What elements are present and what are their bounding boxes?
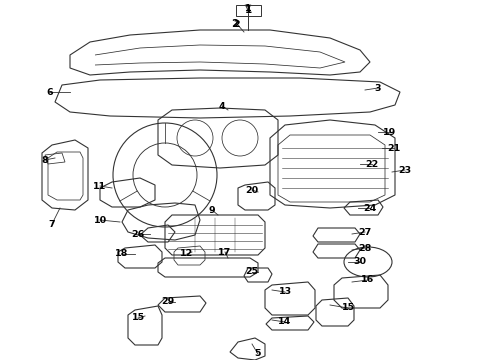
FancyBboxPatch shape [236, 5, 261, 15]
Text: 17: 17 [219, 248, 232, 257]
Text: 10: 10 [94, 216, 106, 225]
Text: 1: 1 [245, 4, 251, 13]
Text: 9: 9 [209, 206, 215, 215]
Text: 13: 13 [278, 288, 292, 297]
Text: 21: 21 [388, 144, 401, 153]
Text: 5: 5 [255, 350, 261, 359]
Text: 12: 12 [180, 249, 194, 258]
Text: 7: 7 [49, 220, 55, 229]
Text: 14: 14 [278, 318, 292, 327]
Text: 15: 15 [342, 303, 355, 312]
Text: 20: 20 [245, 185, 259, 194]
Text: 18: 18 [115, 249, 129, 258]
Text: 26: 26 [131, 230, 145, 239]
Text: 4: 4 [219, 102, 225, 111]
Text: 25: 25 [245, 267, 259, 276]
Text: 1: 1 [245, 5, 252, 15]
Text: 30: 30 [353, 257, 367, 266]
Text: 2: 2 [231, 19, 239, 29]
Text: 24: 24 [364, 203, 377, 212]
Text: 15: 15 [131, 314, 145, 323]
Text: 22: 22 [366, 159, 379, 168]
Text: 27: 27 [358, 228, 371, 237]
Text: 28: 28 [358, 243, 372, 252]
Text: 11: 11 [94, 181, 107, 190]
Text: 16: 16 [361, 275, 375, 284]
Text: 3: 3 [375, 84, 381, 93]
Text: 23: 23 [398, 166, 412, 175]
Text: 6: 6 [47, 87, 53, 96]
Text: 19: 19 [383, 127, 396, 136]
Text: 29: 29 [161, 297, 174, 306]
Text: 8: 8 [42, 156, 49, 165]
Text: 2: 2 [234, 19, 240, 28]
